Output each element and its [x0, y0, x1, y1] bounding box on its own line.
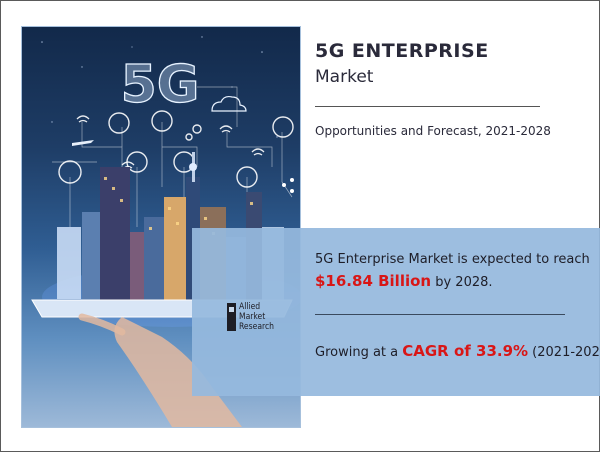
company-logo: Allied Market Research — [227, 302, 297, 344]
cloud-icon — [211, 95, 247, 112]
hand — [114, 317, 242, 427]
forecast-value-line: $16.84 Billion by 2028. — [315, 272, 493, 290]
divider — [315, 314, 565, 315]
report-title-sub: Market — [315, 67, 374, 87]
growth-cagr: CAGR of 33.9% — [402, 342, 529, 360]
power-icon — [272, 116, 294, 138]
logo-text: Allied Market Research — [239, 302, 274, 332]
leaf-icon — [108, 112, 130, 134]
forecast-statement: 5G Enterprise Market is expected to reac… — [315, 252, 590, 267]
logo-line-1: Allied — [239, 302, 261, 312]
speed-icon — [236, 166, 258, 188]
growth-line: Growing at a CAGR of 33.9% (2021-2028) — [315, 342, 600, 360]
logo-mark-icon — [227, 303, 236, 331]
report-title: 5G ENTERPRISE — [315, 40, 489, 62]
airplane-icon — [72, 140, 94, 146]
logo-line-3: Research — [239, 322, 275, 332]
stats-panel — [192, 228, 600, 396]
lock-icon — [151, 110, 173, 132]
cover-5g-text: 5G — [121, 55, 200, 115]
wifi-icon — [76, 115, 265, 169]
divider — [315, 106, 540, 107]
share-icon — [282, 178, 294, 193]
growth-period: (2021-2028) — [532, 345, 600, 360]
forecast-value-suffix: by 2028. — [431, 275, 493, 290]
forecast-value: $16.84 Billion — [315, 272, 432, 290]
gear-icon — [192, 124, 202, 134]
logo-line-2: Market — [239, 312, 266, 322]
bulb-icon — [58, 160, 82, 184]
growth-prefix: Growing at a — [315, 345, 403, 360]
report-subtitle: Opportunities and Forecast, 2021-2028 — [315, 124, 551, 138]
